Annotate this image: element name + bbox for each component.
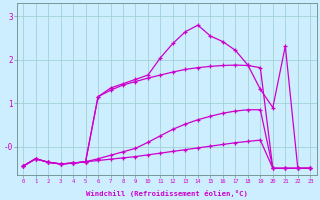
X-axis label: Windchill (Refroidissement éolien,°C): Windchill (Refroidissement éolien,°C) xyxy=(86,190,248,197)
